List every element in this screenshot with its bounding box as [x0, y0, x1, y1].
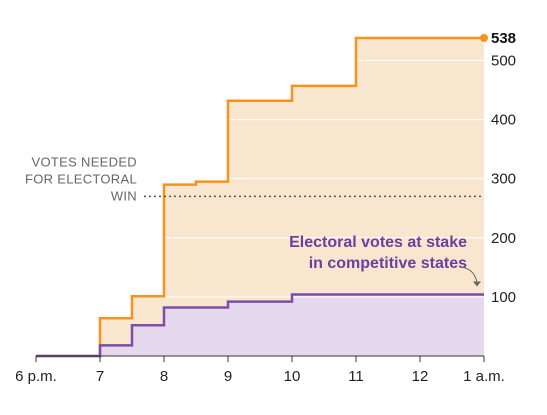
series-lines	[36, 36, 484, 358]
competitive-label-arrowhead	[473, 281, 481, 287]
y-tick-label-200: 200	[491, 230, 516, 247]
x-axis-ticks: 6 p.m. 7 8 9 10 11 12 1 a.m.	[15, 356, 505, 385]
x-tick-label-0: 6 p.m.	[15, 368, 57, 385]
votes-needed-label-line-2: WIN	[111, 188, 137, 203]
y-tick-label-300: 300	[491, 171, 516, 188]
gridlines	[36, 59, 484, 298]
competitive-label-line-1: in competitive states	[309, 255, 467, 272]
total-end-marker	[480, 34, 488, 42]
x-tick-label-6: 12	[412, 368, 429, 385]
x-tick-label-3: 9	[224, 368, 232, 385]
y-tick-label-100: 100	[491, 289, 516, 306]
votes-needed-label-line-1: FOR ELECTORAL	[25, 171, 137, 186]
y-tick-label-400: 400	[491, 112, 516, 129]
votes-needed-label: VOTES NEEDED FOR ELECTORAL WIN	[25, 154, 137, 203]
x-tick-label-2: 8	[160, 368, 168, 385]
y-axis-ticks: 100 200 300 400 500	[491, 52, 516, 305]
votes-needed-label-line-0: VOTES NEEDED	[32, 154, 137, 169]
series-line-0	[36, 36, 484, 358]
x-tick-label-7: 1 a.m.	[463, 368, 505, 385]
y-tick-label-500: 500	[491, 52, 516, 69]
competitive-label-arrow	[459, 266, 478, 283]
x-tick-label-1: 7	[96, 368, 104, 385]
total-votes-label: 538	[491, 30, 516, 47]
series-line-1	[36, 293, 484, 358]
competitive-states-label: Electoral votes at stake in competitive s…	[289, 234, 467, 272]
x-tick-label-5: 11	[348, 368, 364, 385]
competitive-label-line-0: Electoral votes at stake	[289, 234, 467, 251]
series-area-1	[36, 294, 484, 356]
x-tick-label-4: 10	[284, 368, 301, 385]
